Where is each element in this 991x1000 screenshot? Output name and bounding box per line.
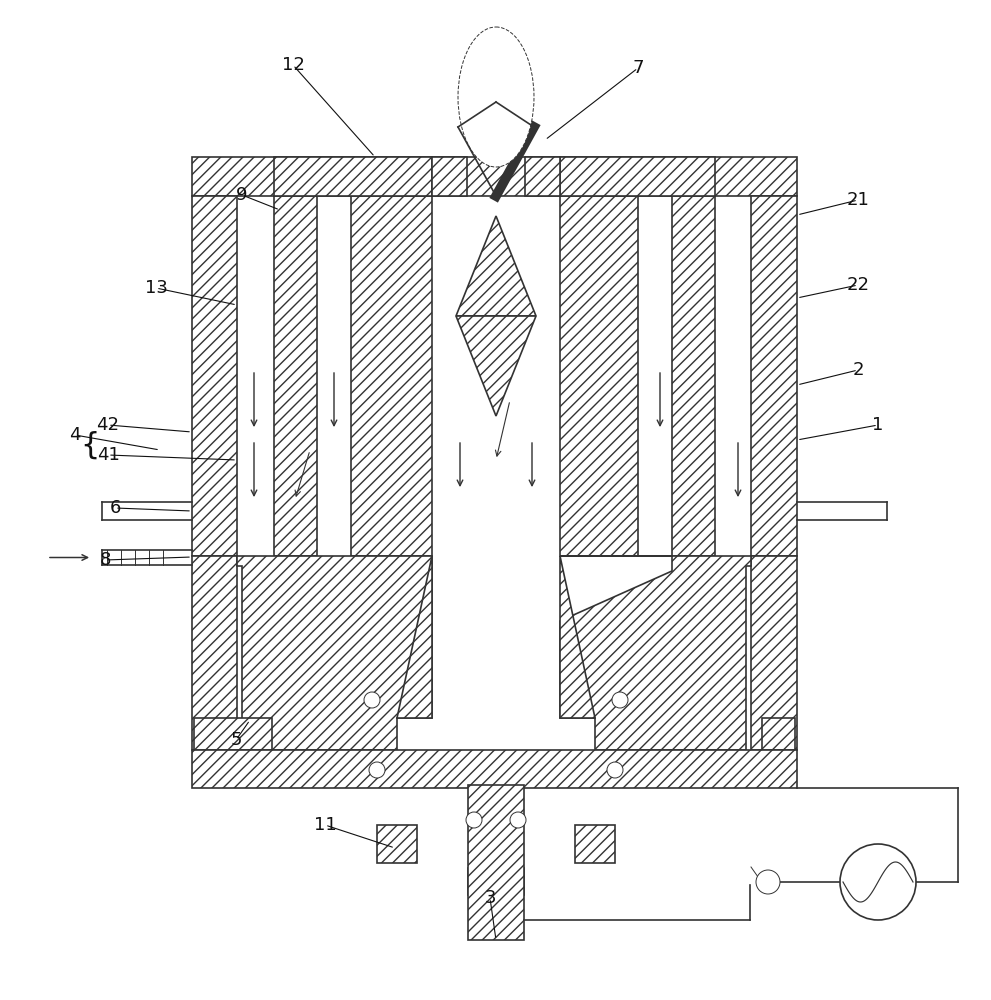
Polygon shape [560, 556, 751, 750]
Text: 3: 3 [485, 889, 496, 907]
Polygon shape [560, 556, 595, 718]
Bar [351, 196, 432, 556]
Text: 42: 42 [96, 416, 120, 434]
Text: 7: 7 [632, 59, 644, 77]
Bar [502, 868, 524, 895]
Bar [192, 556, 237, 750]
Bar [377, 825, 417, 863]
Bar [575, 825, 615, 863]
Circle shape [510, 812, 526, 828]
Text: {: { [80, 430, 100, 460]
Bar [192, 196, 237, 556]
Text: 13: 13 [145, 279, 167, 297]
Bar [468, 785, 524, 940]
Bar [192, 157, 797, 196]
Text: 21: 21 [846, 191, 869, 209]
Text: 1: 1 [872, 416, 884, 434]
Circle shape [756, 870, 780, 894]
Text: 6: 6 [109, 499, 121, 517]
Bar [560, 157, 715, 196]
Circle shape [840, 844, 916, 920]
Text: 9: 9 [236, 186, 248, 204]
Text: 12: 12 [281, 56, 304, 74]
Bar [432, 157, 467, 196]
Text: 22: 22 [846, 276, 869, 294]
Ellipse shape [458, 27, 534, 167]
Text: 41: 41 [96, 446, 120, 464]
Polygon shape [456, 316, 536, 416]
Bar [468, 868, 490, 895]
Text: 4: 4 [69, 426, 80, 444]
Polygon shape [397, 556, 432, 718]
Polygon shape [194, 718, 272, 750]
Bar [192, 750, 797, 788]
Text: 8: 8 [99, 551, 111, 569]
Text: 2: 2 [852, 361, 864, 379]
Polygon shape [762, 718, 795, 750]
Bar [274, 196, 317, 556]
Bar [751, 556, 797, 750]
Bar [560, 196, 638, 556]
Bar [751, 196, 797, 556]
Bar [274, 157, 432, 196]
Circle shape [369, 762, 385, 778]
Bar [525, 157, 560, 196]
Polygon shape [237, 556, 432, 750]
Circle shape [612, 692, 628, 708]
Polygon shape [456, 216, 536, 316]
Text: 5: 5 [230, 731, 242, 749]
Circle shape [364, 692, 380, 708]
Circle shape [466, 812, 482, 828]
Bar [672, 196, 715, 556]
Text: 11: 11 [313, 816, 336, 834]
Circle shape [607, 762, 623, 778]
